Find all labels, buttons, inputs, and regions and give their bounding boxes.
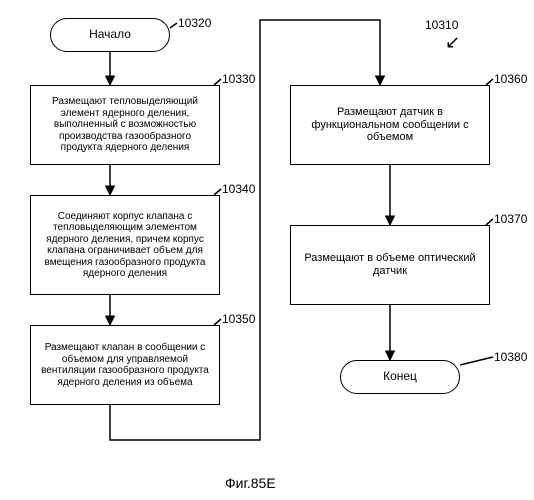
id-10360: 10360: [494, 72, 527, 86]
p3-label: Размещают клапан в сообщении с объемом д…: [37, 342, 213, 388]
figure-ref: 10310: [425, 18, 458, 32]
p1-label: Размещают тепловыделяющий элемент ядерно…: [37, 96, 213, 154]
process-10370: Размещают в объеме оптический датчик: [290, 225, 490, 305]
flowchart-canvas: Начало Размещают тепловыделяющий элемент…: [0, 0, 534, 500]
p2-label: Соединяют корпус клапана с тепловыделяющ…: [37, 211, 213, 280]
p4-label: Размещают датчик в функциональном сообще…: [297, 106, 483, 144]
end-terminal: Конец: [340, 360, 460, 394]
p5-label: Размещают в объеме оптический датчик: [297, 252, 483, 277]
id-10320: 10320: [178, 16, 211, 30]
edge-lead-start: [170, 23, 177, 28]
end-label: Конец: [383, 370, 417, 384]
id-10380: 10380: [494, 350, 527, 364]
start-terminal: Начало: [50, 18, 170, 52]
process-10340: Соединяют корпус клапана с тепловыделяющ…: [30, 195, 220, 295]
figure-ref-arrow-icon: ↙: [445, 32, 460, 53]
id-10350: 10350: [222, 312, 255, 326]
process-10330: Размещают тепловыделяющий элемент ядерно…: [30, 85, 220, 165]
start-label: Начало: [89, 28, 131, 42]
edge-lead-end: [460, 357, 493, 365]
process-10350: Размещают клапан в сообщении с объемом д…: [30, 325, 220, 405]
figure-caption: Фиг.85E: [225, 475, 276, 491]
id-10330: 10330: [222, 72, 255, 86]
id-10370: 10370: [494, 212, 527, 226]
process-10360: Размещают датчик в функциональном сообще…: [290, 85, 490, 165]
id-10340: 10340: [222, 182, 255, 196]
